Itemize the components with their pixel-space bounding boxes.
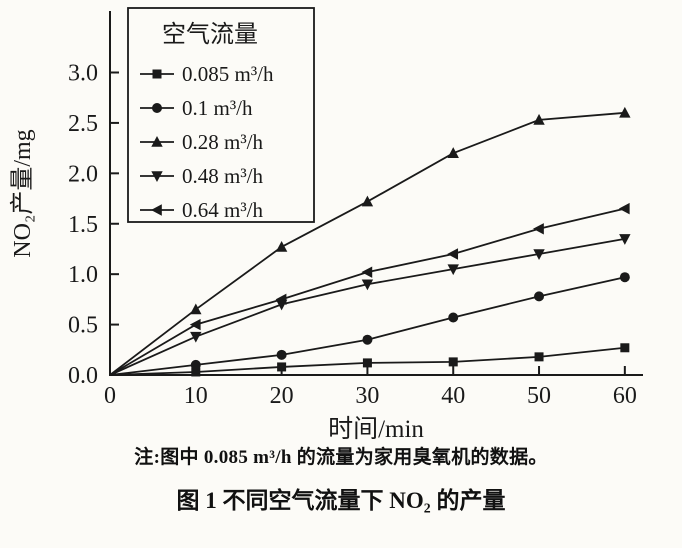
figure-caption: 图 1 不同空气流量下 NO₂ 的产量	[176, 488, 506, 513]
svg-text:0.5: 0.5	[68, 313, 98, 339]
legend-entry-label: 0.1 m³/h	[182, 96, 253, 120]
series-0.64	[109, 202, 630, 376]
svg-text:50: 50	[527, 383, 551, 409]
svg-text:10: 10	[184, 383, 208, 409]
legend-title: 空气流量	[162, 21, 258, 48]
svg-text:3.0: 3.0	[68, 61, 98, 87]
legend: 空气流量 0.085 m³/h 0.1 m³/h 0.28 m³/h 0.48 m³/h…	[127, 7, 315, 223]
svg-text:1.5: 1.5	[68, 212, 98, 238]
legend-entry-label: 0.28 m³/h	[182, 130, 263, 154]
figure-note: 注:图中 0.085 m³/h 的流量为家用臭氧机的数据。	[134, 447, 548, 468]
legend-entry-label: 0.085 m³/h	[182, 62, 274, 86]
legend-entry-label: 0.48 m³/h	[182, 164, 263, 188]
svg-text:30: 30	[355, 383, 379, 409]
x-axis-title: 时间/min	[328, 415, 424, 442]
legend-entry-label: 0.64 m³/h	[182, 198, 263, 222]
axis-tick-labels: 0.0 0.5 1.0 1.5 2.0 2.5 3.0 0 10 20 30 40 50 60	[68, 61, 637, 410]
svg-text:60: 60	[613, 383, 637, 409]
svg-text:2.5: 2.5	[68, 111, 98, 137]
svg-text:0: 0	[104, 383, 116, 409]
series-0.1	[109, 272, 630, 376]
series-0.085	[109, 343, 630, 377]
series-0.48	[109, 234, 631, 376]
svg-text:0.0: 0.0	[68, 363, 98, 389]
y-axis-title: NO₂产量/mg	[9, 129, 36, 257]
no2-production-line-chart: 0.0 0.5 1.0 1.5 2.0 2.5 3.0 0 10 20 30 40 50 60 NO₂产量/…	[9, 7, 643, 442]
svg-text:2.0: 2.0	[68, 161, 98, 187]
svg-text:20: 20	[270, 383, 294, 409]
svg-text:40: 40	[441, 383, 465, 409]
svg-text:1.0: 1.0	[68, 262, 98, 288]
series-0.28	[109, 106, 631, 376]
